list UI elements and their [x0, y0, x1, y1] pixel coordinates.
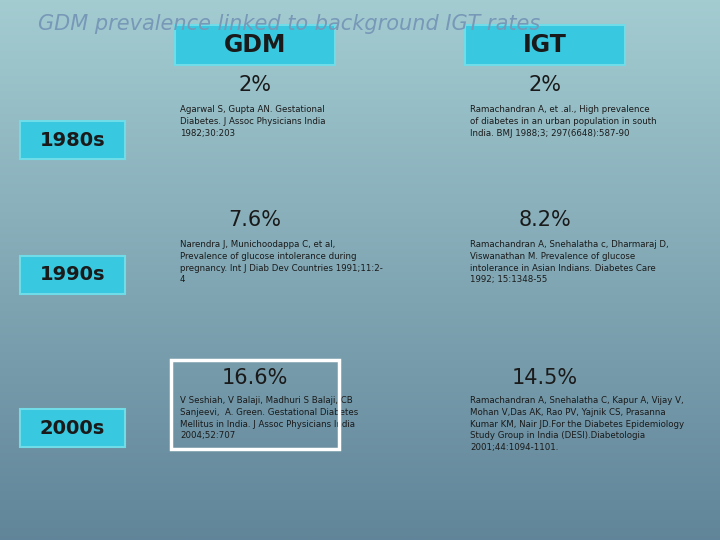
Text: Ramachandran A, et .al., High prevalence
of diabetes in an urban population in s: Ramachandran A, et .al., High prevalence…: [470, 105, 657, 138]
Text: V Seshiah, V Balaji, Madhuri S Balaji, CB
Sanjeevi,  A. Green. Gestational Diabe: V Seshiah, V Balaji, Madhuri S Balaji, C…: [180, 396, 359, 441]
Text: Narendra J, Munichoodappa C, et al,
Prevalence of glucose intolerance during
pre: Narendra J, Munichoodappa C, et al, Prev…: [180, 240, 383, 285]
Text: 2%: 2%: [528, 75, 562, 95]
Bar: [20, 256, 125, 294]
Bar: [465, 25, 625, 65]
Text: 7.6%: 7.6%: [228, 210, 282, 230]
Text: 14.5%: 14.5%: [512, 368, 578, 388]
Text: 8.2%: 8.2%: [518, 210, 572, 230]
Bar: [171, 360, 339, 449]
Text: Ramachandran A, Snehalatha C, Kapur A, Vijay V,
Mohan V,Das AK, Rao PV, Yajnik C: Ramachandran A, Snehalatha C, Kapur A, V…: [470, 396, 684, 452]
Text: 16.6%: 16.6%: [222, 368, 288, 388]
Text: 2000s: 2000s: [40, 418, 105, 437]
Text: 1980s: 1980s: [40, 131, 105, 150]
Text: 2%: 2%: [238, 75, 271, 95]
Bar: [20, 409, 125, 447]
Text: IGT: IGT: [523, 33, 567, 57]
Bar: [175, 25, 335, 65]
Text: 1990s: 1990s: [40, 266, 105, 285]
Bar: [20, 121, 125, 159]
Text: Ramachandran A, Snehalatha c, Dharmaraj D,
Viswanathan M. Prevalence of glucose
: Ramachandran A, Snehalatha c, Dharmaraj …: [470, 240, 669, 285]
Text: GDM: GDM: [224, 33, 286, 57]
Text: Agarwal S, Gupta AN. Gestational
Diabetes. J Assoc Physicians India
1982;30:203: Agarwal S, Gupta AN. Gestational Diabete…: [180, 105, 325, 138]
Text: GDM prevalence linked to background IGT rates: GDM prevalence linked to background IGT …: [38, 14, 540, 34]
